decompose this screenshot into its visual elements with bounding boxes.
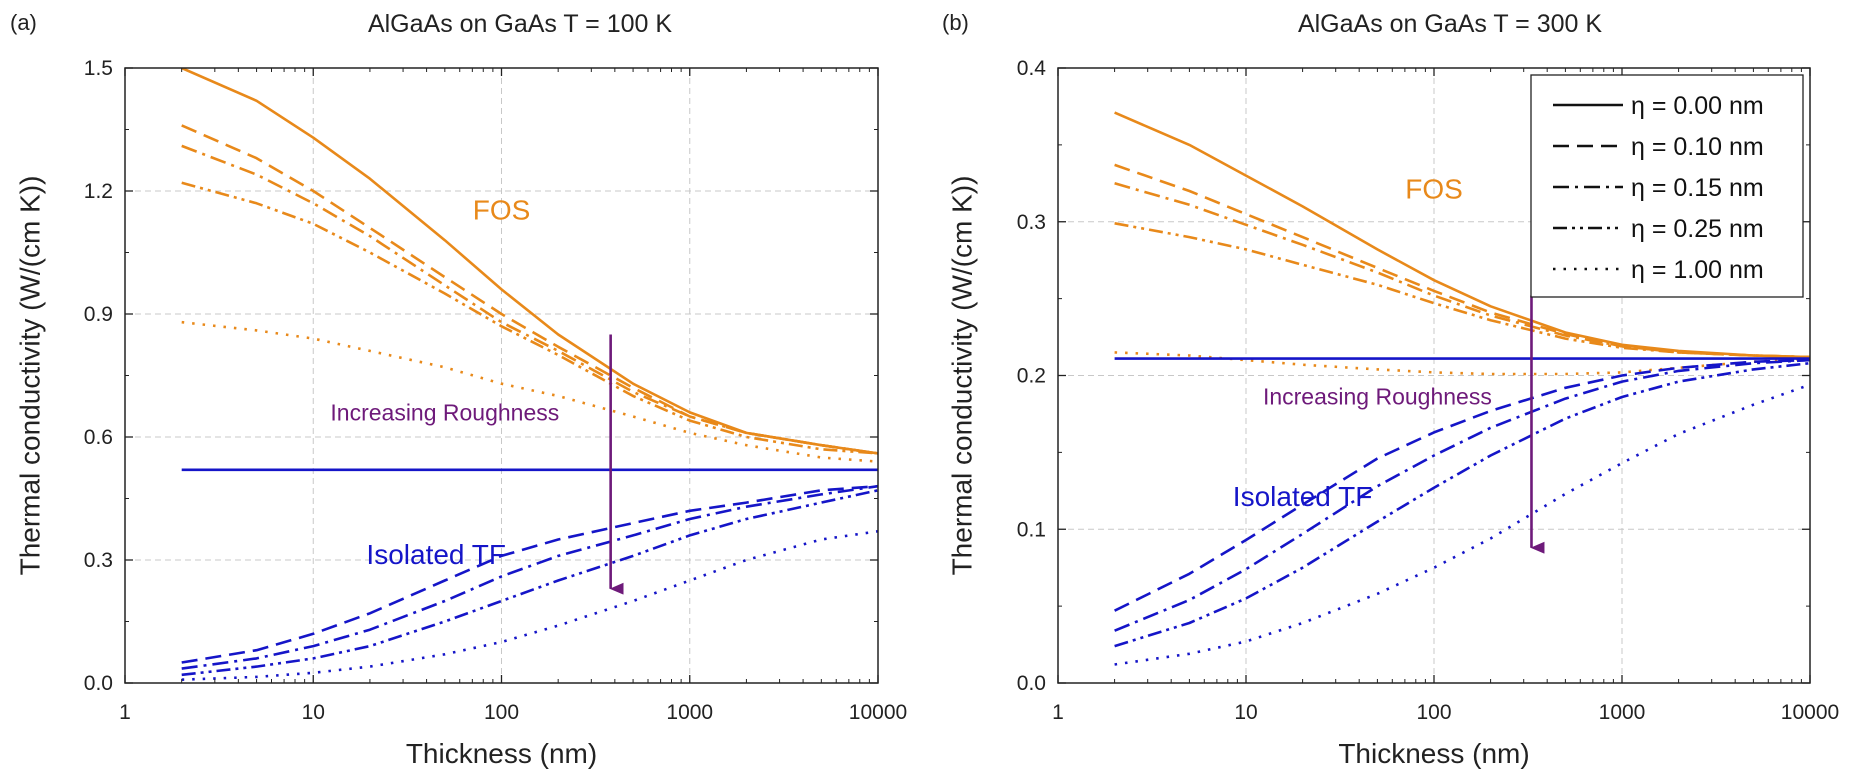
series-line-fos-3 [181,181,878,455]
annotation-fos: FOS [1405,174,1463,205]
y-tick-label: 0.3 [84,549,113,572]
series-line-isolated-tf-8 [1114,361,1810,648]
panel-label: (a) [10,10,37,35]
series-line-fos-2 [181,144,878,455]
y-tick-label: 0.1 [1017,518,1046,541]
annotation-increasing-roughness: Increasing Roughness [330,400,559,426]
chart-title: AlGaAs on GaAs T = 100 K [368,10,672,38]
y-tick-label: 0.4 [1017,57,1047,80]
series-line-fos-1 [181,124,878,455]
legend-label: η = 0.00 nm [1631,92,1764,120]
legend-label: η = 1.00 nm [1631,256,1764,284]
x-tick-label: 100 [484,701,519,724]
y-tick-label: 1.5 [84,57,113,80]
series-line-isolated-tf-7 [1114,358,1810,632]
legend-label: η = 0.15 nm [1631,174,1764,202]
x-tick-label: 100 [1416,701,1451,724]
y-tick-label: 0.3 [1017,211,1046,234]
series-line-isolated-tf-9 [181,530,878,681]
series-line-fos-4 [1114,351,1810,376]
annotation-fos: FOS [473,195,531,226]
y-tick-label: 1.2 [84,180,113,203]
x-tick-label: 1 [119,701,131,724]
series-line-isolated-tf-6 [1114,358,1810,612]
chart-panel-2: 1 10 100 1000 10000 0.0 0.1 0.2 0.3 0.4 AlGaAs on … [942,10,1839,769]
chart-title: AlGaAs on GaAs T = 300 K [1298,10,1602,38]
series-line-fos-3 [1114,222,1810,359]
y-axis-label: Thermal conductivity (W/(cm K)) [15,176,46,576]
x-tick-label: 10 [302,701,325,724]
x-axis-label: Thickness (nm) [1338,738,1529,769]
series-line-isolated-tf-7 [181,484,878,670]
legend-label: η = 0.25 nm [1631,215,1764,243]
y-tick-label: 0.0 [84,672,113,695]
x-tick-label: 1 [1052,701,1064,724]
y-tick-label: 0.2 [1017,365,1046,388]
y-tick-label: 0.9 [84,303,113,326]
legend-label: η = 0.10 nm [1631,133,1764,161]
series-line-isolated-tf-9 [1114,383,1810,666]
y-axis-label: Thermal conductivity (W/(cm K)) [947,176,978,576]
series-line-fos-2 [1114,182,1810,359]
chart-panel-1: 1 10 100 1000 10000 0.0 0.3 0.6 0.9 1.2 1.5 AlGaAs … [10,10,907,769]
x-tick-label: 10000 [1781,701,1839,724]
x-tick-label: 10 [1234,701,1257,724]
x-tick-label: 1000 [1599,701,1646,724]
x-tick-label: 1000 [666,701,713,724]
y-tick-label: 0.6 [84,426,113,449]
series-line-isolated-tf-8 [181,489,878,677]
x-tick-label: 10000 [849,701,907,724]
series-line-isolated-tf-6 [181,484,878,664]
panel-label: (b) [942,10,969,35]
x-axis-label: Thickness (nm) [406,738,597,769]
annotation-increasing-roughness: Increasing Roughness [1263,384,1492,410]
series-line-fos-0 [181,68,878,455]
y-tick-label: 0.0 [1017,672,1046,695]
annotation-isolated-tf: Isolated TF [1233,481,1373,512]
annotation-isolated-tf: Isolated TF [366,539,506,570]
